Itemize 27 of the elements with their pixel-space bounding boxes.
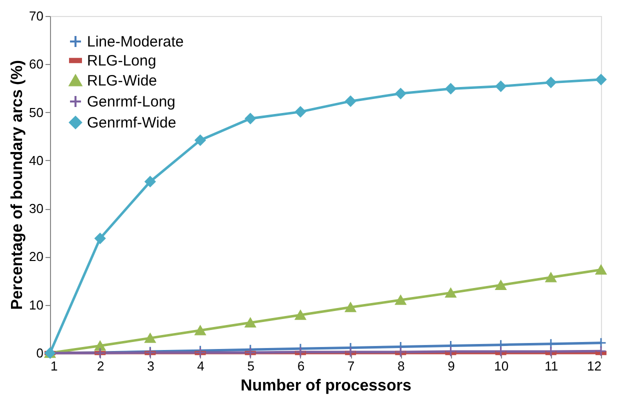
x-tick-label: 2 xyxy=(96,358,104,374)
x-tick-label: 10 xyxy=(494,358,509,374)
y-tick-label: 50 xyxy=(29,104,44,120)
x-tick-label: 5 xyxy=(247,358,254,374)
x-tick-label: 1 xyxy=(50,358,58,374)
legend-label: Genrmf-Long xyxy=(87,94,176,110)
x-tick-label: 4 xyxy=(197,358,204,374)
y-axis-title: Percentage of boundary arcs (%) xyxy=(9,60,26,310)
y-tick-label: 10 xyxy=(29,297,44,312)
y-tick-label: 70 xyxy=(29,8,44,24)
x-tick-label: 3 xyxy=(147,358,154,374)
legend-label: RLG-Wide xyxy=(87,72,158,90)
x-tick-label: 7 xyxy=(347,358,355,374)
legend-label: RLG-Long xyxy=(87,52,156,70)
y-tick-label: 40 xyxy=(29,152,44,168)
legend-label: Line-Moderate xyxy=(87,34,184,50)
y-tick-label: 0 xyxy=(36,346,44,360)
x-tick-label: 6 xyxy=(297,358,305,374)
y-tick-label: 20 xyxy=(29,249,44,264)
y-tick-label: 30 xyxy=(29,201,44,216)
legend-label: Genrmf-Wide xyxy=(87,114,176,132)
x-axis-title: Number of processors xyxy=(240,378,412,394)
y-tick-label: 60 xyxy=(29,56,44,72)
x-tick-label: 8 xyxy=(398,358,405,374)
x-tick-label: 12 xyxy=(587,358,602,374)
x-tick-label: 9 xyxy=(448,358,455,374)
x-tick-label: 11 xyxy=(544,358,558,374)
